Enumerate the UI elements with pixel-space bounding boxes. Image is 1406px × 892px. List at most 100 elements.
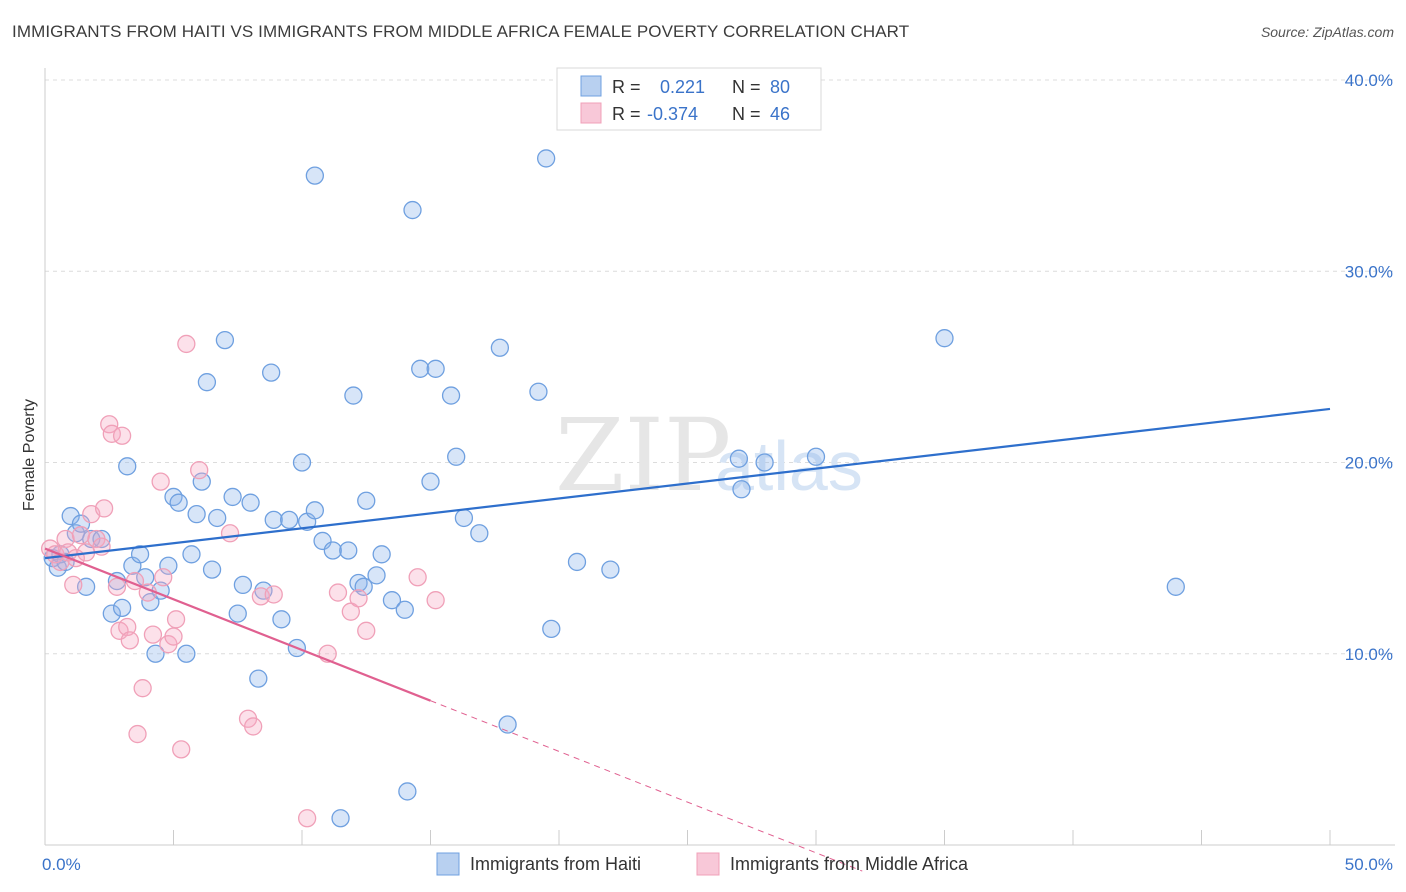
legend-swatch-haiti: [580, 75, 602, 97]
point-haiti-10: [102, 604, 121, 623]
point-haiti-73: [601, 560, 620, 579]
point-haiti-23: [177, 644, 196, 663]
legend-r-label-africa: R =: [612, 104, 641, 124]
point-africa-29: [166, 610, 186, 629]
point-haiti-16: [136, 568, 155, 587]
axes: [44, 68, 1395, 846]
point-africa-26: [154, 568, 173, 587]
point-haiti-61: [421, 472, 440, 491]
point-haiti-8: [82, 529, 101, 549]
point-haiti-58: [398, 782, 417, 801]
point-africa-22: [133, 679, 152, 698]
point-africa-18: [118, 617, 137, 637]
point-haiti-65: [454, 508, 474, 528]
point-haiti-53: [357, 491, 376, 510]
point-haiti-25: [187, 504, 206, 524]
point-haiti-50: [344, 386, 363, 405]
point-haiti-68: [498, 715, 517, 734]
point-africa-40: [328, 583, 348, 602]
y-tick-label-0: 10.0%: [1345, 645, 1393, 664]
point-africa-19: [120, 631, 139, 650]
point-haiti-67: [490, 338, 510, 357]
point-haiti-24: [182, 545, 201, 564]
point-haiti-26: [192, 472, 211, 491]
point-haiti-21: [164, 487, 183, 507]
point-haiti-69: [529, 382, 548, 401]
point-africa-31: [177, 334, 196, 354]
point-africa-24: [143, 625, 163, 644]
chart-source: Source: ZipAtlas.com: [1260, 24, 1394, 40]
point-haiti-29: [208, 508, 227, 528]
x-tick-label-0: 0.0%: [42, 855, 81, 874]
point-africa-5: [64, 575, 83, 595]
point-haiti-44: [305, 501, 325, 520]
point-haiti-22: [169, 493, 188, 512]
point-africa-21: [128, 724, 147, 744]
point-haiti-77: [806, 447, 826, 466]
point-haiti-28: [202, 560, 222, 579]
point-haiti-40: [279, 510, 299, 530]
point-haiti-4: [61, 506, 80, 526]
point-haiti-79: [1166, 577, 1185, 596]
y-axis-title: Female Poverty: [21, 399, 38, 511]
point-haiti-9: [92, 529, 111, 549]
point-africa-38: [297, 809, 317, 828]
series-africa-points: [40, 334, 445, 828]
point-africa-28: [164, 627, 183, 646]
point-africa-32: [190, 460, 209, 480]
point-africa-43: [357, 621, 376, 640]
legend-swatch-africa: [580, 102, 602, 124]
y-tick-label-3: 40.0%: [1345, 71, 1393, 90]
point-haiti-72: [567, 552, 587, 572]
bottom-legend: Immigrants from Haiti Immigrants from Mi…: [436, 852, 969, 876]
point-haiti-48: [331, 809, 350, 828]
point-haiti-60: [411, 359, 430, 378]
point-haiti-57: [395, 600, 414, 619]
point-haiti-75: [732, 480, 751, 499]
point-africa-37: [264, 585, 283, 604]
point-haiti-13: [118, 457, 137, 476]
x-tick-label-1: 50.0%: [1345, 855, 1393, 874]
point-haiti-31: [223, 487, 242, 507]
point-haiti-34: [241, 493, 260, 512]
legend-n-label-africa: N =: [732, 104, 761, 124]
point-haiti-20: [159, 556, 178, 575]
point-haiti-52: [354, 577, 373, 596]
tick-labels: 10.0% 20.0% 30.0% 40.0% 0.0% 50.0%: [42, 71, 1393, 874]
point-haiti-35: [249, 669, 268, 688]
point-africa-15: [107, 577, 127, 596]
legend-r-value-haiti: 0.221: [660, 77, 705, 97]
point-africa-12: [94, 499, 114, 518]
point-africa-17: [112, 426, 132, 445]
legend-r-label-haiti: R =: [612, 77, 641, 97]
point-africa-45: [426, 591, 445, 610]
point-africa-33: [220, 524, 240, 543]
point-haiti-32: [228, 604, 247, 623]
point-haiti-38: [264, 510, 283, 530]
point-haiti-27: [197, 373, 217, 392]
point-haiti-39: [272, 610, 291, 629]
point-haiti-76: [755, 453, 774, 472]
point-haiti-47: [323, 541, 342, 560]
top-legend: R = 0.221 N = 80 R = -0.374 N = 46: [556, 67, 822, 131]
point-haiti-70: [537, 149, 556, 168]
point-haiti-15: [130, 545, 150, 564]
point-haiti-30: [215, 330, 235, 350]
point-haiti-71: [542, 619, 561, 639]
point-africa-35: [244, 717, 263, 736]
point-haiti-62: [426, 359, 445, 378]
point-haiti-56: [382, 591, 402, 610]
point-haiti-78: [935, 329, 954, 348]
series-haiti-points: [43, 149, 1185, 828]
legend-r-value-africa: -0.374: [647, 104, 698, 124]
legend-n-value-haiti: 80: [770, 77, 790, 97]
chart-title: IMMIGRANTS FROM HAITI VS IMMIGRANTS FROM…: [12, 22, 910, 41]
point-haiti-64: [447, 447, 466, 466]
point-haiti-12: [112, 598, 132, 617]
point-haiti-66: [470, 524, 489, 543]
legend-n-value-africa: 46: [770, 104, 790, 124]
point-africa-44: [408, 568, 427, 587]
point-haiti-46: [305, 166, 325, 185]
bottom-legend-label-africa: Immigrants from Middle Africa: [730, 854, 969, 874]
